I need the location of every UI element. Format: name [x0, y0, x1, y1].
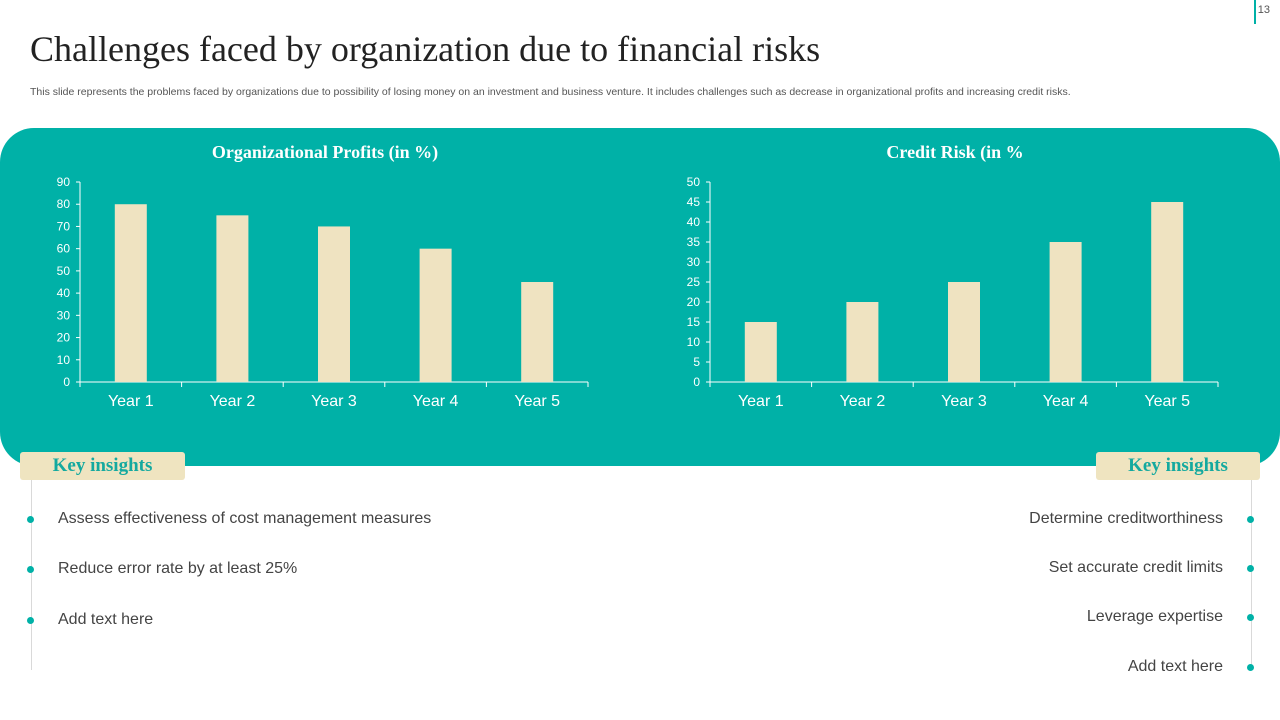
y-tick-label: 90	[57, 175, 71, 189]
y-tick-label: 0	[693, 375, 700, 389]
y-tick-label: 40	[687, 215, 701, 229]
bar-year-5	[521, 282, 554, 382]
bar-year-4	[419, 248, 452, 382]
y-tick-label: 20	[57, 331, 71, 345]
profits-chart-title: Organizational Profits (in %)	[211, 142, 439, 162]
x-tick-label: Year 4	[1043, 393, 1089, 410]
bar-year-1	[114, 204, 147, 382]
bullet-dot	[27, 617, 34, 624]
bar-year-1	[744, 322, 777, 382]
x-tick-label: Year 2	[210, 393, 256, 410]
y-tick-label: 0	[63, 375, 70, 389]
bar-year-3	[318, 226, 350, 382]
bullet-dot	[1247, 516, 1254, 523]
x-tick-label: Year 4	[413, 393, 459, 410]
y-tick-label: 5	[693, 355, 700, 369]
y-tick-label: 15	[687, 315, 701, 329]
y-tick-label: 25	[687, 275, 701, 289]
bullet-dot	[1247, 565, 1254, 572]
right-insight-item: Add text here	[1127, 658, 1223, 675]
credit-risk-chart-title: Credit Risk (in %	[886, 142, 1024, 162]
y-tick-label: 80	[57, 197, 71, 211]
x-tick-label: Year 2	[840, 393, 886, 410]
y-tick-label: 30	[57, 308, 71, 322]
y-tick-label: 60	[57, 242, 71, 256]
right-insight-item: Determine creditworthiness	[1029, 510, 1223, 527]
page-number: 13	[1257, 4, 1270, 16]
x-tick-label: Year 3	[941, 393, 987, 410]
y-tick-label: 40	[57, 286, 71, 300]
y-tick-label: 10	[57, 353, 71, 367]
bar-year-5	[1151, 202, 1184, 382]
x-tick-label: Year 3	[311, 393, 357, 410]
slide-subtitle: This slide represents the problems faced…	[30, 86, 1071, 98]
y-tick-label: 10	[687, 335, 701, 349]
right-key-insights-label: Key insights	[1096, 452, 1260, 480]
bullet-dot	[1247, 664, 1254, 671]
y-tick-label: 70	[57, 219, 71, 233]
bar-year-2	[846, 302, 879, 382]
left-key-insights-label: Key insights	[20, 452, 185, 480]
profits-bar-chart: 0 10 20 30 40 50 60 70 80 90 Year 1 Year 2 Year 3 Yea…	[57, 175, 589, 410]
x-tick-label: Year 5	[1144, 393, 1190, 410]
bar-year-3	[948, 282, 980, 382]
page-number-divider	[1254, 0, 1256, 24]
x-tick-label: Year 1	[108, 393, 154, 410]
y-tick-label: 20	[687, 295, 701, 309]
right-insight-item: Set accurate credit limits	[1048, 559, 1223, 576]
bullet-dot	[27, 516, 34, 523]
right-insight-item: Leverage expertise	[1086, 608, 1223, 625]
y-tick-label: 50	[687, 175, 701, 189]
right-insights-line	[1251, 480, 1252, 670]
left-insights-line	[31, 480, 32, 670]
left-insight-item: Reduce error rate by at least 25%	[58, 560, 298, 577]
y-tick-label: 35	[687, 235, 701, 249]
x-tick-label: Year 5	[514, 393, 560, 410]
bullet-dot	[1247, 614, 1254, 621]
x-tick-label: Year 1	[738, 393, 784, 410]
credit-risk-bar-chart: 0 5 10 15 20 25 30 35 40 45 50 Year 1 Year 2 Year 3 Ye…	[687, 175, 1219, 410]
left-insight-item: Assess effectiveness of cost management …	[58, 510, 432, 527]
slide-title: Challenges faced by organization due to …	[30, 29, 821, 69]
y-tick-label: 45	[687, 195, 701, 209]
bar-year-2	[216, 215, 249, 382]
y-tick-label: 50	[57, 264, 71, 278]
bullet-dot	[27, 566, 34, 573]
left-insight-item: Add text here	[58, 611, 154, 628]
bar-year-4	[1049, 242, 1082, 382]
y-tick-label: 30	[687, 255, 701, 269]
